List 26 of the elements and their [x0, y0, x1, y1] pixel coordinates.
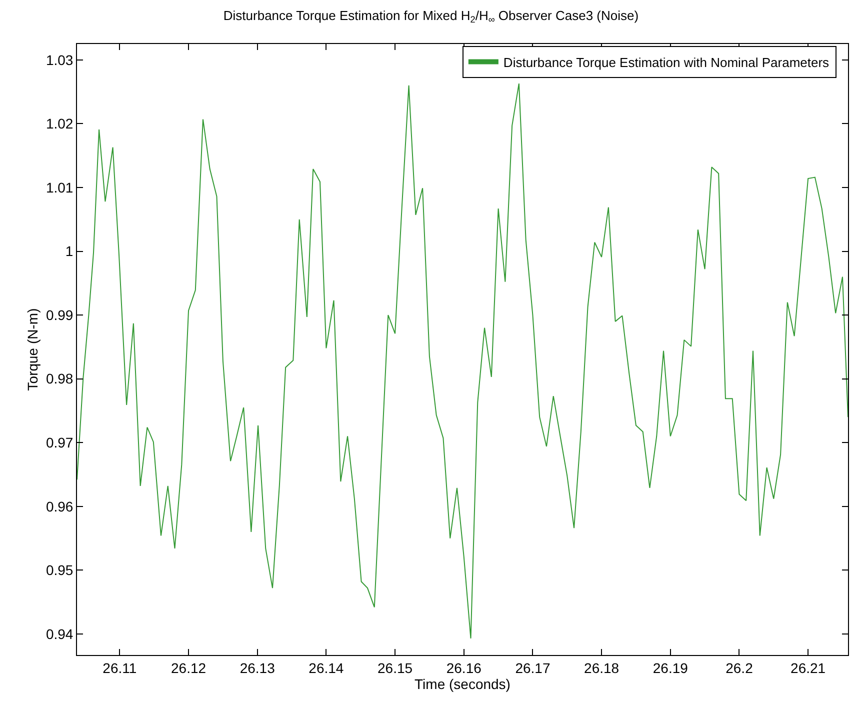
y-tick-label: 0.94 [46, 626, 74, 642]
x-tick-label: 26.14 [308, 660, 344, 676]
x-tick-label: 26.17 [515, 660, 550, 676]
x-axis-title: Time (seconds) [414, 676, 510, 692]
x-tick-label: 26.16 [446, 660, 482, 676]
y-tick-label: 0.95 [46, 562, 74, 578]
x-tick-label: 26.13 [240, 660, 276, 676]
y-tick-label: 0.99 [46, 306, 74, 323]
y-tick-label: 0.98 [46, 370, 74, 387]
x-tick-label: 26.15 [378, 660, 413, 676]
legend-label: Disturbance Torque Estimation with Nominal Parameters [503, 54, 830, 70]
y-tick-label: 1.03 [46, 52, 74, 68]
x-tick-label: 26.19 [652, 660, 688, 676]
y-axis-title: Torque (N-m) [24, 308, 41, 391]
y-tick-label: 1.02 [46, 116, 74, 132]
y-tick-label: 0.96 [46, 498, 74, 514]
x-tick-label: 26.2 [726, 660, 754, 676]
y-tick-label: 1 [65, 243, 74, 260]
x-tick-label: 26.21 [790, 660, 826, 676]
line-series [77, 83, 848, 639]
x-tick-label: 26.12 [170, 660, 206, 676]
x-tick-label: 26.18 [584, 660, 620, 676]
chart-title: Disturbance Torque Estimation for Mixed H$_{2}$/H$_{∞}$ Observer Case3 (Noise) [223, 8, 639, 25]
y-tick-label: 0.97 [46, 434, 74, 451]
y-tick-label: 1.01 [46, 179, 74, 196]
x-tick-label: 26.11 [102, 660, 137, 676]
